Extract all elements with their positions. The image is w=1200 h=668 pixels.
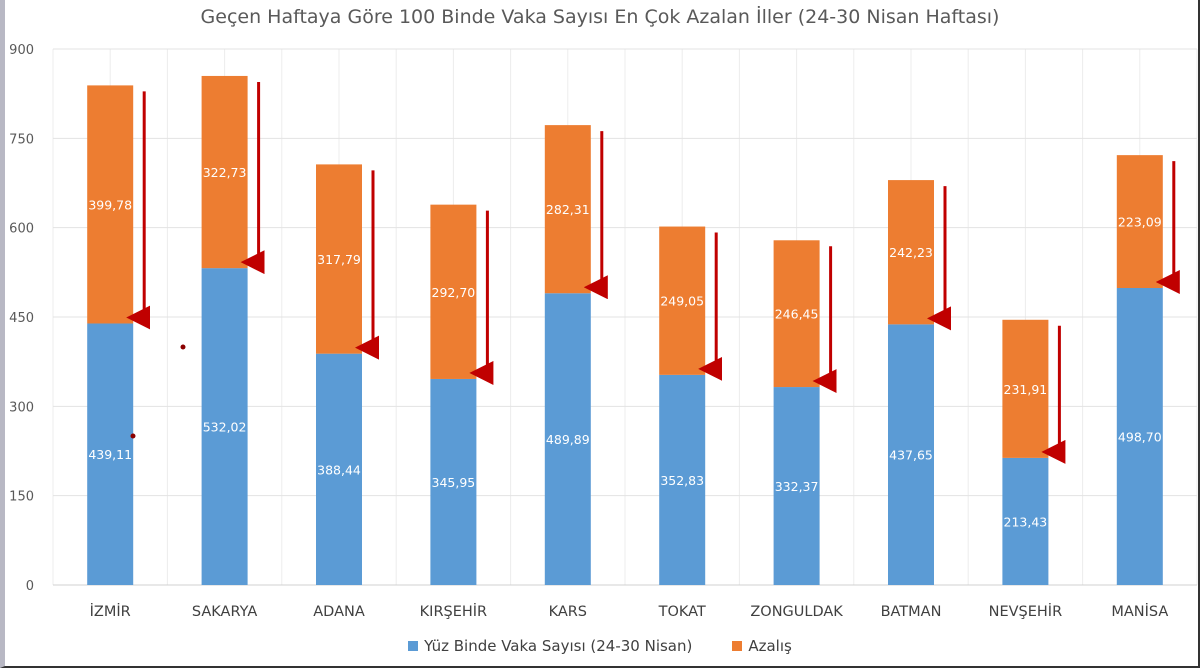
legend-label: Yüz Binde Vaka Sayısı (24-30 Nisan) (424, 637, 693, 655)
y-tick-label: 150 (9, 490, 34, 505)
chart-title: Geçen Haftaya Göre 100 Binde Vaka Sayısı… (200, 6, 1000, 28)
y-tick-label: 900 (9, 43, 34, 58)
data-label-azalis: 249,05 (660, 294, 704, 309)
legend-item-azalis: Azalış (732, 637, 792, 655)
data-label-vaka: 532,02 (203, 420, 247, 435)
y-tick-label: 600 (9, 222, 34, 237)
legend-swatch (732, 641, 743, 651)
legend-item-vaka: Yüz Binde Vaka Sayısı (24-30 Nisan) (408, 637, 692, 655)
bar-azalis (888, 180, 934, 325)
y-tick-label: 750 (9, 132, 34, 147)
bar-vaka (316, 353, 362, 585)
bar-azalis (87, 85, 134, 324)
x-tick-label: KIRŞEHİR (420, 602, 487, 620)
x-tick-label: BATMAN (881, 604, 942, 620)
bar-azalis (316, 164, 362, 354)
stray-dot (130, 433, 136, 439)
data-label-azalis: 282,31 (546, 202, 590, 217)
bar-vaka (773, 387, 820, 585)
data-label-azalis: 246,45 (775, 307, 819, 322)
data-label-vaka: 332,37 (775, 479, 819, 494)
legend: Yüz Binde Vaka Sayısı (24-30 Nisan) Azal… (0, 637, 1200, 655)
bar-vaka (87, 323, 134, 585)
x-tick-label: KARS (549, 604, 587, 620)
data-label-azalis: 292,70 (432, 285, 476, 300)
x-tick-label: İZMİR (90, 602, 131, 620)
data-label-vaka: 213,43 (1004, 514, 1048, 529)
data-label-vaka: 352,83 (660, 473, 704, 488)
bar-vaka (201, 268, 248, 585)
x-tick-label: TOKAT (658, 604, 706, 620)
bar-azalis (544, 125, 591, 294)
bar-azalis (430, 204, 477, 379)
data-label-vaka: 498,70 (1118, 429, 1162, 444)
bar-azalis (1002, 319, 1049, 458)
bar-vaka (1116, 287, 1163, 585)
x-tick-label: ADANA (313, 604, 365, 620)
y-tick-label: 0 (26, 579, 34, 594)
x-tick-label: NEVŞEHİR (989, 602, 1063, 620)
bar-azalis (773, 240, 820, 388)
y-tick-label: 300 (9, 400, 34, 415)
data-label-azalis: 322,73 (203, 165, 247, 180)
x-tick-label: SAKARYA (192, 604, 257, 620)
data-label-vaka: 345,95 (432, 475, 476, 490)
y-tick-label: 450 (9, 311, 34, 326)
x-tick-label: ZONGULDAK (750, 604, 843, 620)
bar-vaka (430, 378, 477, 585)
bar-azalis (201, 75, 248, 269)
x-tick-label: MANİSA (1111, 602, 1168, 620)
legend-swatch (408, 641, 419, 651)
data-label-vaka: 489,89 (546, 432, 590, 447)
bar-vaka (544, 293, 591, 585)
legend-label: Azalış (748, 637, 792, 655)
bar-vaka (1002, 457, 1049, 585)
data-label-azalis: 231,91 (1004, 382, 1048, 397)
data-label-vaka: 388,44 (317, 462, 361, 477)
data-label-vaka: 437,65 (889, 448, 933, 463)
data-label-azalis: 317,79 (317, 252, 361, 267)
stray-dot (180, 344, 186, 350)
bar-azalis (1116, 155, 1163, 288)
data-label-azalis: 223,09 (1118, 215, 1162, 230)
data-label-azalis: 399,78 (88, 197, 132, 212)
data-label-azalis: 242,23 (889, 245, 933, 260)
bar-vaka (659, 374, 706, 585)
data-label-vaka: 439,11 (88, 447, 132, 462)
bar-vaka (888, 324, 934, 585)
bar-azalis (659, 226, 706, 375)
